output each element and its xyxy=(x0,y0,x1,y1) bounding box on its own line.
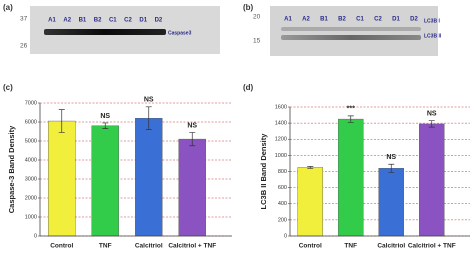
blot-b-band-1 xyxy=(281,27,421,31)
lane-label: C1 xyxy=(109,18,117,24)
marker-label: 15 xyxy=(253,38,261,45)
x-tick-label: TNF xyxy=(344,243,357,250)
significance-label: *** xyxy=(347,106,355,113)
significance-label: NS xyxy=(427,111,437,118)
y-tick-label: 4000 xyxy=(25,157,37,163)
x-tick-label: Control xyxy=(299,243,322,250)
error-bar xyxy=(145,106,152,130)
y-tick-label: 5000 xyxy=(25,138,37,144)
y-tick-label: 1400 xyxy=(275,121,287,127)
marker-label: 20 xyxy=(253,14,261,21)
lane-label: D2 xyxy=(410,17,418,23)
bar xyxy=(48,120,76,237)
x-tick-label: Calcitriol xyxy=(135,243,163,250)
y-axis-label: Caspase-3 Band Density xyxy=(7,125,16,213)
y-tick-label: 800 xyxy=(278,169,287,175)
lane-label: A1 xyxy=(284,17,292,23)
lane-label: A2 xyxy=(63,18,71,24)
y-tick-label: 1000 xyxy=(25,214,37,220)
error-bar xyxy=(307,166,314,169)
panel-label: (b) xyxy=(243,3,254,12)
lane-label: D1 xyxy=(139,18,147,24)
error-bar xyxy=(428,120,435,128)
lane-label: C1 xyxy=(356,17,364,23)
band-label: LC3B II xyxy=(424,33,442,39)
panel-label: (a) xyxy=(3,3,13,12)
significance-label: NS xyxy=(100,113,110,120)
bar xyxy=(178,138,206,237)
band-label: LC3B I xyxy=(424,18,440,24)
significance-label: NS xyxy=(144,97,154,104)
error-bar xyxy=(58,109,65,133)
marker-label: 26 xyxy=(20,43,28,50)
error-bar xyxy=(189,132,196,147)
significance-label: NS xyxy=(386,154,396,161)
y-tick-label: 7000 xyxy=(25,100,37,106)
lane-label: D2 xyxy=(155,18,163,24)
y-tick-label: 1000 xyxy=(275,153,287,159)
lane-label: B2 xyxy=(338,17,346,23)
lane-label: C2 xyxy=(124,18,132,24)
y-tick-label: 0 xyxy=(284,233,287,239)
x-tick-label: Calcitriol xyxy=(377,243,405,250)
y-tick-label: 0 xyxy=(34,233,37,239)
error-bar xyxy=(388,163,395,173)
y-tick-label: 1200 xyxy=(275,137,287,143)
y-tick-label: 200 xyxy=(278,217,287,223)
bar xyxy=(135,117,163,237)
y-tick-label: 1600 xyxy=(275,104,287,110)
marker-label: 37 xyxy=(20,16,28,23)
lane-label: B2 xyxy=(94,18,102,24)
lane-label: A1 xyxy=(48,18,56,24)
x-tick-label: Calcitriol + TNF xyxy=(408,243,456,250)
lane-label: D1 xyxy=(392,17,400,23)
y-tick-label: 6000 xyxy=(25,119,37,125)
bar xyxy=(418,123,445,237)
significance-label: NS xyxy=(187,122,197,129)
bar xyxy=(337,118,364,237)
lane-label: C2 xyxy=(374,17,382,23)
error-bar xyxy=(102,122,109,129)
x-tick-label: Calcitriol + TNF xyxy=(168,243,216,250)
error-bar xyxy=(347,115,354,123)
bar xyxy=(91,125,119,237)
y-tick-label: 400 xyxy=(278,201,287,207)
bar xyxy=(378,168,405,237)
lane-label: B1 xyxy=(79,18,87,24)
blot-a-band xyxy=(44,29,166,35)
panel-label: (d) xyxy=(243,83,254,92)
y-tick-label: 3000 xyxy=(25,176,37,182)
lane-label: B1 xyxy=(320,17,328,23)
x-tick-label: Control xyxy=(50,243,73,250)
x-tick-label: TNF xyxy=(99,243,112,250)
y-tick-label: 600 xyxy=(278,185,287,191)
blot-b-band-2 xyxy=(281,35,421,40)
panel-label: (c) xyxy=(3,83,13,92)
y-tick-label: 2000 xyxy=(25,195,37,201)
bar xyxy=(297,167,324,237)
band-label: Caspase3 xyxy=(168,30,192,36)
y-axis-label: LC3B II Band Density xyxy=(259,133,268,210)
lane-label: A2 xyxy=(302,17,310,23)
